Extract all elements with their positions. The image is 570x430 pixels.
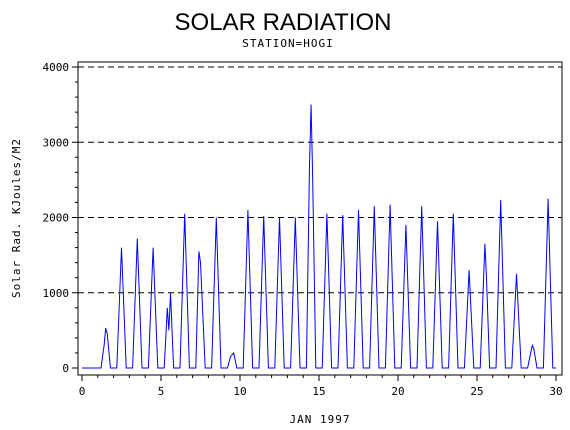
chart-title: SOLAR RADIATION: [175, 9, 392, 36]
x-tick-label-20: 20: [391, 385, 404, 398]
series-layer: [82, 104, 556, 369]
series-line-0: [82, 104, 556, 369]
y-tick-label-0: 0: [62, 362, 69, 375]
chart-subtitle: STATION=HOGI: [242, 37, 333, 50]
axes: 0 1000 2000 3000 4000 0 5 10 15 20 25 30: [43, 61, 563, 398]
x-axis-label: JAN 1997: [290, 413, 351, 426]
plot-frame: [77, 61, 563, 376]
x-tick-label-30: 30: [549, 385, 562, 398]
y-tick-label-2000: 2000: [43, 212, 70, 225]
x-tick-label-10: 10: [233, 385, 246, 398]
x-tick-label-0: 0: [79, 385, 86, 398]
x-tick-label-25: 25: [470, 385, 483, 398]
grid-lines: [78, 66, 562, 294]
y-axis-label: Solar Rad. KJoules/M2: [10, 138, 23, 298]
x-tick-label-15: 15: [312, 385, 325, 398]
x-tick-label-5: 5: [158, 385, 165, 398]
y-tick-label-4000: 4000: [43, 61, 70, 74]
y-tick-label-3000: 3000: [43, 136, 70, 149]
y-tick-label-1000: 1000: [43, 287, 70, 300]
